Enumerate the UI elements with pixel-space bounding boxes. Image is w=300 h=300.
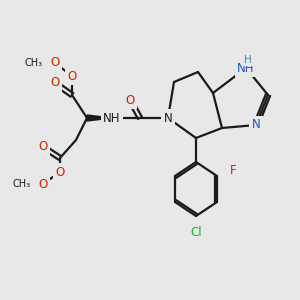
Polygon shape: [87, 115, 112, 121]
Text: O: O: [50, 76, 60, 89]
Text: O: O: [56, 166, 64, 178]
Text: O: O: [50, 56, 60, 70]
Text: O: O: [68, 70, 76, 83]
Text: N: N: [164, 112, 172, 124]
Text: CH₃: CH₃: [25, 58, 43, 68]
Text: NH: NH: [103, 112, 121, 124]
Text: F: F: [230, 164, 236, 176]
Text: NH: NH: [237, 61, 255, 74]
Text: CH₃: CH₃: [13, 179, 31, 189]
Text: O: O: [125, 94, 135, 106]
Text: O: O: [38, 140, 48, 154]
Text: O: O: [38, 178, 48, 190]
Text: N: N: [252, 118, 260, 131]
Text: Cl: Cl: [190, 226, 202, 238]
Text: H: H: [244, 55, 252, 65]
